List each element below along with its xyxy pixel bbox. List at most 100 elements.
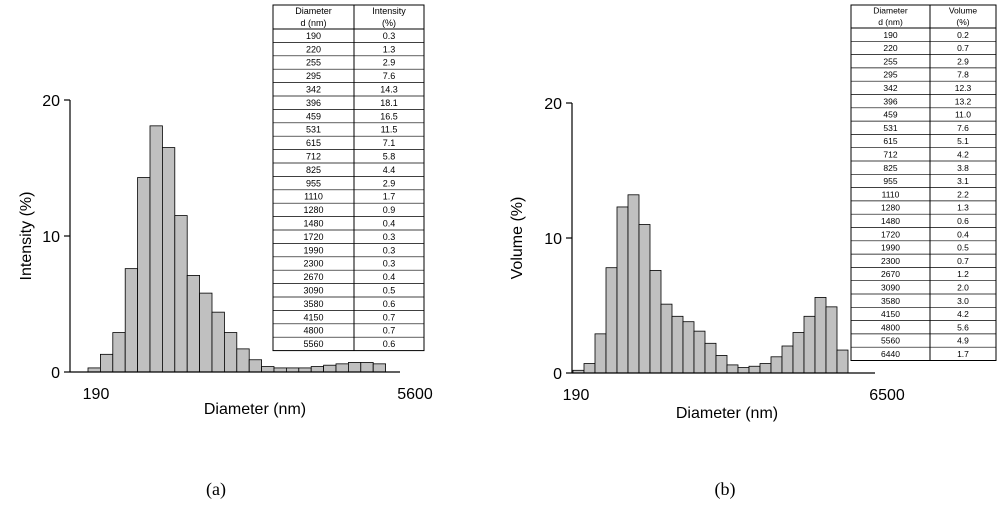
table-cell-diameter: 4800: [303, 326, 323, 336]
table-cell-value: 11.0: [955, 110, 971, 120]
bar-342: [616, 206, 629, 374]
bar-3090: [323, 364, 337, 373]
table-cell-value: 0.7: [957, 43, 969, 53]
table-cell-diameter: 3090: [881, 283, 900, 293]
table-cell-diameter: 5560: [881, 336, 900, 346]
bar-1110: [704, 342, 717, 374]
table-cell-value: 5.8: [383, 152, 396, 162]
table-cell-diameter: 1990: [881, 243, 900, 253]
x-tick-label-190: 190: [83, 386, 110, 403]
table-header-cell: Diameter: [873, 6, 908, 16]
table-cell-diameter: 1720: [303, 232, 323, 242]
table-cell-value: 2.9: [383, 58, 396, 68]
y-tick-label-0: 0: [51, 365, 60, 382]
table-background: [850, 4, 997, 361]
table-cell-value: 0.3: [383, 232, 396, 242]
bar-1720: [737, 367, 750, 374]
table-cell-value: 3.8: [957, 163, 969, 173]
table-cell-diameter: 190: [883, 30, 897, 40]
table-cell-diameter: 6440: [881, 349, 900, 359]
table-cell-diameter: 2670: [881, 269, 900, 279]
table-cell-diameter: 3580: [303, 299, 323, 309]
table-cell-diameter: 1720: [881, 229, 900, 239]
table-cell-value: 12.3: [955, 83, 972, 93]
table-cell-value: 2.9: [957, 56, 969, 66]
bar-3090: [781, 345, 794, 374]
table-cell-value: 13.2: [955, 96, 972, 106]
bar-2300: [759, 363, 772, 374]
bar-531: [649, 269, 662, 374]
bar-4800: [360, 362, 374, 373]
y-axis-label: Intensity (%): [18, 192, 35, 281]
table-header-cell: (%): [382, 18, 396, 28]
bar-1480: [261, 366, 275, 373]
bar-3580: [335, 363, 349, 373]
table-cell-diameter: 459: [883, 110, 897, 120]
table-cell-value: 4.4: [383, 165, 396, 175]
bar-1720: [273, 367, 287, 373]
bar-255: [112, 332, 126, 373]
bar-615: [660, 303, 673, 374]
bar-396: [149, 125, 163, 373]
bar-2300: [298, 367, 312, 373]
table-cell-value: 5.1: [957, 136, 969, 146]
table-cell-value: 16.5: [380, 111, 398, 121]
table-cell-value: 0.4: [383, 272, 396, 282]
table-cell-value: 1.7: [957, 349, 969, 359]
table-cell-value: 14.3: [380, 85, 398, 95]
table-cell-value: 0.6: [383, 339, 396, 349]
panel-caption: (b): [715, 479, 736, 500]
table-cell-value: 5.6: [957, 322, 969, 332]
table-cell-value: 0.7: [383, 326, 396, 336]
axes-group: 0 10 20 190 5600: [42, 93, 433, 403]
y-tick-label-10: 10: [42, 229, 60, 246]
y-tick-label-20: 20: [42, 93, 60, 110]
table-cell-diameter: 825: [883, 163, 897, 173]
bar-190: [87, 367, 101, 373]
bar-342: [137, 177, 151, 373]
table-cell-value: 3.0: [957, 296, 969, 306]
bar-825: [211, 311, 225, 373]
table-cell-diameter: 3090: [303, 286, 323, 296]
table-cell-diameter: 2300: [303, 259, 323, 269]
table-cell-diameter: 1110: [882, 189, 900, 199]
table-cell-diameter: 1480: [881, 216, 900, 226]
table-cell-diameter: 712: [883, 150, 897, 160]
table-cell-value: 0.4: [957, 229, 969, 239]
table-header-cell: Volume: [949, 6, 978, 16]
bar-1990: [748, 365, 761, 374]
bar-712: [671, 315, 684, 374]
x-tick-label-6500: 6500: [869, 387, 905, 404]
table-cell-value: 1.3: [383, 44, 396, 54]
table-cell-value: 0.5: [383, 286, 396, 296]
table-cell-value: 0.3: [383, 245, 396, 255]
bar-220: [583, 363, 596, 374]
table-cell-value: 11.5: [381, 125, 398, 135]
table-cell-diameter: 1990: [303, 245, 323, 255]
table-cell-diameter: 955: [883, 176, 897, 186]
table-cell-diameter: 531: [306, 125, 321, 135]
table-cell-diameter: 615: [883, 136, 897, 146]
table-header-cell: Intensity: [372, 6, 406, 16]
data-table: Diameter Volume d (nm) (%) 190 0.2 220 0.7 255 2.…: [850, 4, 997, 361]
table-cell-value: 1.2: [957, 269, 969, 279]
table-cell-diameter: 342: [306, 85, 321, 95]
table-cell-diameter: 1280: [881, 203, 900, 213]
table-cell-value: 18.1: [380, 98, 398, 108]
table-cell-value: 7.1: [383, 138, 396, 148]
table-cell-value: 4.9: [957, 336, 969, 346]
table-cell-value: 0.6: [383, 299, 396, 309]
y-tick-label-10: 10: [544, 231, 562, 248]
table-cell-value: 1.3: [957, 203, 969, 213]
bar-295: [124, 268, 138, 373]
bar-459: [161, 147, 176, 373]
axes-group: 0 10 20 190 6500: [544, 96, 905, 404]
intensity-distribution-chart: 0 10 20 190 5600 Diameter Intensity d (nm) (%) 1…: [18, 4, 433, 500]
table-cell-value: 2.9: [383, 178, 396, 188]
bar-1280: [715, 355, 728, 374]
table-cell-diameter: 295: [883, 70, 897, 80]
bar-1280: [248, 359, 262, 373]
table-cell-diameter: 615: [306, 138, 321, 148]
table-cell-value: 0.4: [383, 219, 396, 229]
